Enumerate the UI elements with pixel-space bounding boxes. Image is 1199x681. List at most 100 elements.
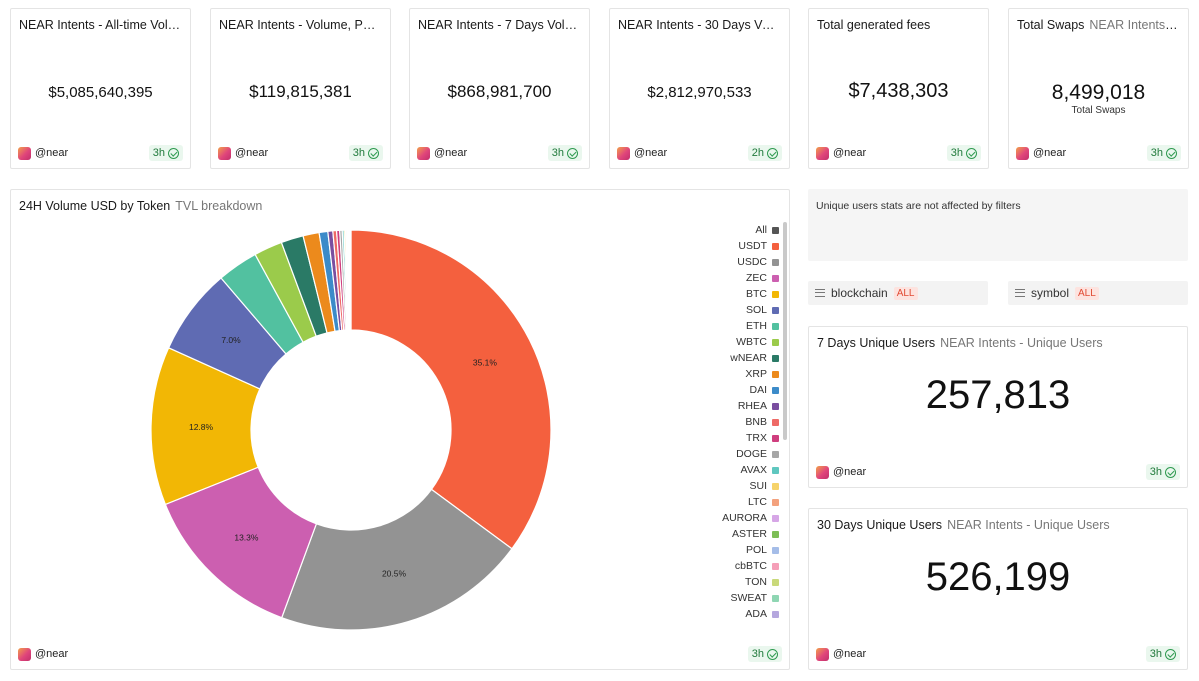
legend-item-btc[interactable]: BTC	[711, 286, 779, 302]
legend-swatch	[772, 226, 779, 234]
pie-chart-card[interactable]: 24H Volume USD by Token TVL breakdown 35.…	[10, 189, 790, 670]
legend-swatch	[772, 610, 779, 618]
legend-item-trx[interactable]: TRX	[711, 430, 779, 446]
kpi-value: 526,199	[925, 555, 1071, 599]
legend-item-ltc[interactable]: LTC	[711, 494, 779, 510]
refresh-status-badge[interactable]: 3h	[348, 145, 383, 161]
refresh-age: 3h	[950, 147, 963, 159]
legend-item-sol[interactable]: SOL	[711, 302, 779, 318]
legend-swatch	[772, 242, 779, 250]
author-link[interactable]: @near	[218, 145, 268, 161]
card-subtitle: NEAR Intents - Unique Users	[947, 518, 1110, 532]
legend-item-eth[interactable]: ETH	[711, 318, 779, 334]
refresh-age: 3h	[1149, 466, 1162, 478]
legend-label: USDT	[738, 240, 767, 252]
legend-item-cbbtc[interactable]: cbBTC	[711, 558, 779, 574]
legend-item-rhea[interactable]: RHEA	[711, 398, 779, 414]
legend-swatch	[772, 562, 779, 570]
legend-label: DOGE	[736, 448, 767, 460]
author-link[interactable]: @near	[417, 145, 467, 161]
author-link[interactable]: @near	[816, 464, 866, 480]
legend-swatch	[772, 594, 779, 602]
legend-item-usdt[interactable]: USDT	[711, 238, 779, 254]
author-name: @near	[833, 648, 867, 660]
card-footer: @near 3h	[816, 464, 1180, 480]
card-title: NEAR Intents - Volume, Past ...	[219, 18, 382, 32]
legend-item-xrp[interactable]: XRP	[711, 366, 779, 382]
legend-item-doge[interactable]: DOGE	[711, 446, 779, 462]
check-circle-icon	[1166, 147, 1177, 159]
legend-item-wbtc[interactable]: WBTC	[711, 334, 779, 350]
legend-item-ada[interactable]: ADA	[711, 606, 779, 622]
legend-item-all[interactable]: All	[711, 222, 779, 238]
card-footer: @near 3h	[1016, 145, 1181, 161]
check-circle-icon	[1165, 466, 1176, 478]
author-link[interactable]: @near	[18, 145, 68, 161]
legend-item-pol[interactable]: POL	[711, 542, 779, 558]
chart-legend[interactable]: All USDT USDC ZEC BTC SOL ETH WBTC wNEAR XRP DAI RH…	[711, 222, 779, 626]
refresh-age: 3h	[152, 147, 165, 159]
pie-slice-usdc[interactable]	[280, 488, 513, 631]
legend-label: wNEAR	[730, 352, 767, 364]
author-link[interactable]: @near	[816, 646, 866, 662]
kpi-card-all-time-volume[interactable]: NEAR Intents - All-time Volume $5,085,64…	[10, 8, 191, 169]
info-note: Unique users stats are not affected by f…	[808, 189, 1188, 261]
card-footer: @near 3h	[417, 145, 582, 161]
kpi-card-total-swaps[interactable]: Total Swaps NEAR Intents - S... 8,499,018…	[1008, 8, 1189, 169]
refresh-status-badge[interactable]: 3h	[148, 145, 183, 161]
author-link[interactable]: @near	[617, 145, 667, 161]
kpi-caption: Total Swaps	[1071, 105, 1126, 116]
kpi-card-30-days-volume[interactable]: NEAR Intents - 30 Days Volu... $2,812,97…	[609, 8, 790, 169]
legend-label: TRX	[746, 432, 767, 444]
card-title: 24H Volume USD by Token TVL breakdown	[19, 199, 781, 213]
avatar	[218, 146, 231, 160]
refresh-status-badge[interactable]: 3h	[1146, 145, 1181, 161]
users-card-7-days[interactable]: 7 Days Unique Users NEAR Intents - Unique…	[808, 326, 1188, 488]
legend-item-sui[interactable]: SUI	[711, 478, 779, 494]
legend-item-spx[interactable]: SPX	[711, 622, 779, 626]
legend-item-zec[interactable]: ZEC	[711, 270, 779, 286]
refresh-status-badge[interactable]: 3h	[747, 646, 782, 662]
legend-swatch	[772, 546, 779, 554]
card-footer: @near 3h	[18, 646, 782, 662]
legend-item-aurora[interactable]: AURORA	[711, 510, 779, 526]
legend-item-ton[interactable]: TON	[711, 574, 779, 590]
users-card-30-days[interactable]: 30 Days Unique Users NEAR Intents - Uniqu…	[808, 508, 1188, 670]
refresh-status-badge[interactable]: 3h	[1145, 646, 1180, 662]
legend-item-aster[interactable]: ASTER	[711, 526, 779, 542]
legend-swatch	[772, 354, 779, 362]
avatar	[816, 647, 829, 661]
refresh-status-badge[interactable]: 3h	[1145, 464, 1180, 480]
refresh-age: 3h	[1150, 147, 1163, 159]
refresh-status-badge[interactable]: 3h	[946, 145, 981, 161]
card-title: NEAR Intents - All-time Volume	[19, 18, 182, 32]
kpi-card-volume-past[interactable]: NEAR Intents - Volume, Past ... $119,815…	[210, 8, 391, 169]
legend-item-usdc[interactable]: USDC	[711, 254, 779, 270]
author-link[interactable]: @near	[1016, 145, 1066, 161]
refresh-age: 3h	[1149, 648, 1162, 660]
check-circle-icon	[966, 147, 977, 159]
refresh-status-badge[interactable]: 3h	[547, 145, 582, 161]
slice-label-btc: 12.8%	[189, 422, 214, 432]
pie-slice-usdt[interactable]	[350, 229, 552, 550]
author-link[interactable]: @near	[18, 646, 68, 662]
legend-item-sweat[interactable]: SWEAT	[711, 590, 779, 606]
legend-swatch	[772, 306, 779, 314]
kpi-card-generated-fees[interactable]: Total generated fees $7,438,303 @near 3h	[808, 8, 989, 169]
legend-item-wnear[interactable]: wNEAR	[711, 350, 779, 366]
card-footer: @near 2h	[617, 145, 782, 161]
refresh-status-badge[interactable]: 2h	[747, 145, 782, 161]
card-title: 30 Days Unique Users NEAR Intents - Uniqu…	[817, 518, 1179, 532]
legend-item-bnb[interactable]: BNB	[711, 414, 779, 430]
kpi-card-7-days-volume[interactable]: NEAR Intents - 7 Days Volume $868,981,70…	[409, 8, 590, 169]
donut-chart[interactable]: 35.1% 20.5% 13.3% 12.8% 7.0%	[141, 220, 561, 640]
legend-scrollbar[interactable]	[783, 222, 787, 440]
card-subtitle: TVL breakdown	[175, 199, 263, 213]
filter-symbol[interactable]: symbol ALL	[1008, 281, 1188, 305]
legend-label: XRP	[745, 368, 767, 380]
legend-item-dai[interactable]: DAI	[711, 382, 779, 398]
legend-item-avax[interactable]: AVAX	[711, 462, 779, 478]
author-link[interactable]: @near	[816, 145, 866, 161]
legend-label: SWEAT	[730, 592, 767, 604]
filter-blockchain[interactable]: blockchain ALL	[808, 281, 988, 305]
